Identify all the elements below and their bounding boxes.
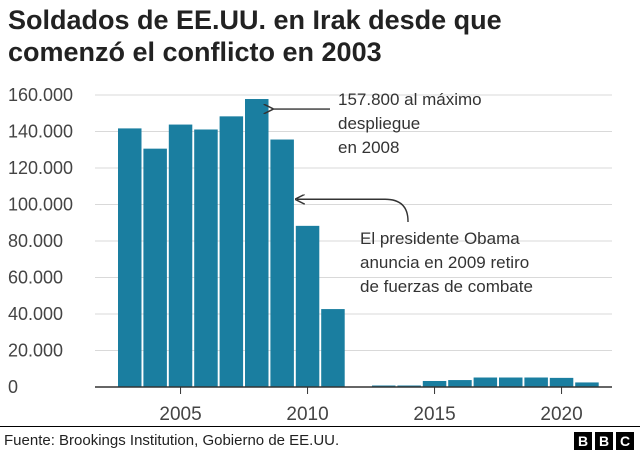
bar-2005 (168, 124, 193, 387)
annotation-peak-line: 157.800 al máximo (338, 90, 482, 109)
bbc-logo: B B C (574, 432, 634, 450)
bar-2008 (245, 99, 269, 387)
y-tick-label: 100.000 (8, 195, 73, 215)
bbc-logo-letter-1: B (574, 432, 592, 450)
bar-2016 (448, 380, 472, 387)
y-tick-label: 80.000 (8, 231, 63, 251)
bar-chart: 0 20.000 40.000 60.000 80.000 100.000 120.000 1… (8, 85, 612, 425)
y-tick-label: 120.000 (8, 158, 73, 178)
bar-2004 (143, 148, 167, 387)
bar-2019 (524, 377, 548, 387)
footer-divider (0, 426, 640, 427)
chart-title-line-1: Soldados de EE.UU. en Irak desde que (8, 5, 502, 35)
bbc-logo-letter-3: C (616, 432, 634, 450)
y-tick-label: 60.000 (8, 268, 63, 288)
bar-2006 (194, 129, 218, 387)
bar-2015 (422, 380, 447, 387)
x-tick-label: 2005 (159, 404, 201, 425)
annotation-obama-line: El presidente Obama (360, 229, 520, 248)
y-tick-label: 140.000 (8, 122, 73, 142)
source-note: Fuente: Brookings Institution, Gobierno … (4, 432, 340, 449)
bbc-logo-letter-2: B (595, 432, 613, 450)
bar-2011 (321, 309, 345, 387)
annotation-peak-line: en 2008 (338, 138, 399, 157)
chart-title-line-2: comenzó el conflicto en 2003 (8, 37, 382, 67)
bar-2007 (219, 116, 244, 387)
y-tick-label: 160.000 (8, 85, 73, 105)
bar-2010 (295, 225, 320, 387)
bar-2018 (499, 377, 523, 387)
annotation-arrow-obama (297, 199, 409, 222)
bar-2021 (575, 382, 599, 387)
y-tick-label: 40.000 (8, 304, 63, 324)
bar-2017 (473, 377, 498, 387)
x-tick-label: 2010 (286, 404, 328, 425)
bar-2003 (118, 128, 142, 387)
annotation-obama-line: anuncia en 2009 retiro (360, 253, 529, 272)
y-tick-label: 20.000 (8, 341, 63, 361)
bar-2009 (270, 139, 294, 387)
annotation-peak-line: despliegue (338, 114, 420, 133)
chart-title: Soldados de EE.UU. en Irak desde que com… (8, 4, 628, 68)
bar-2020 (549, 377, 574, 387)
x-tick-label: 2020 (540, 404, 582, 425)
y-tick-label: 0 (8, 377, 18, 397)
annotation-obama-line: de fuerzas de combate (360, 277, 533, 296)
x-tick-label: 2015 (413, 404, 455, 425)
